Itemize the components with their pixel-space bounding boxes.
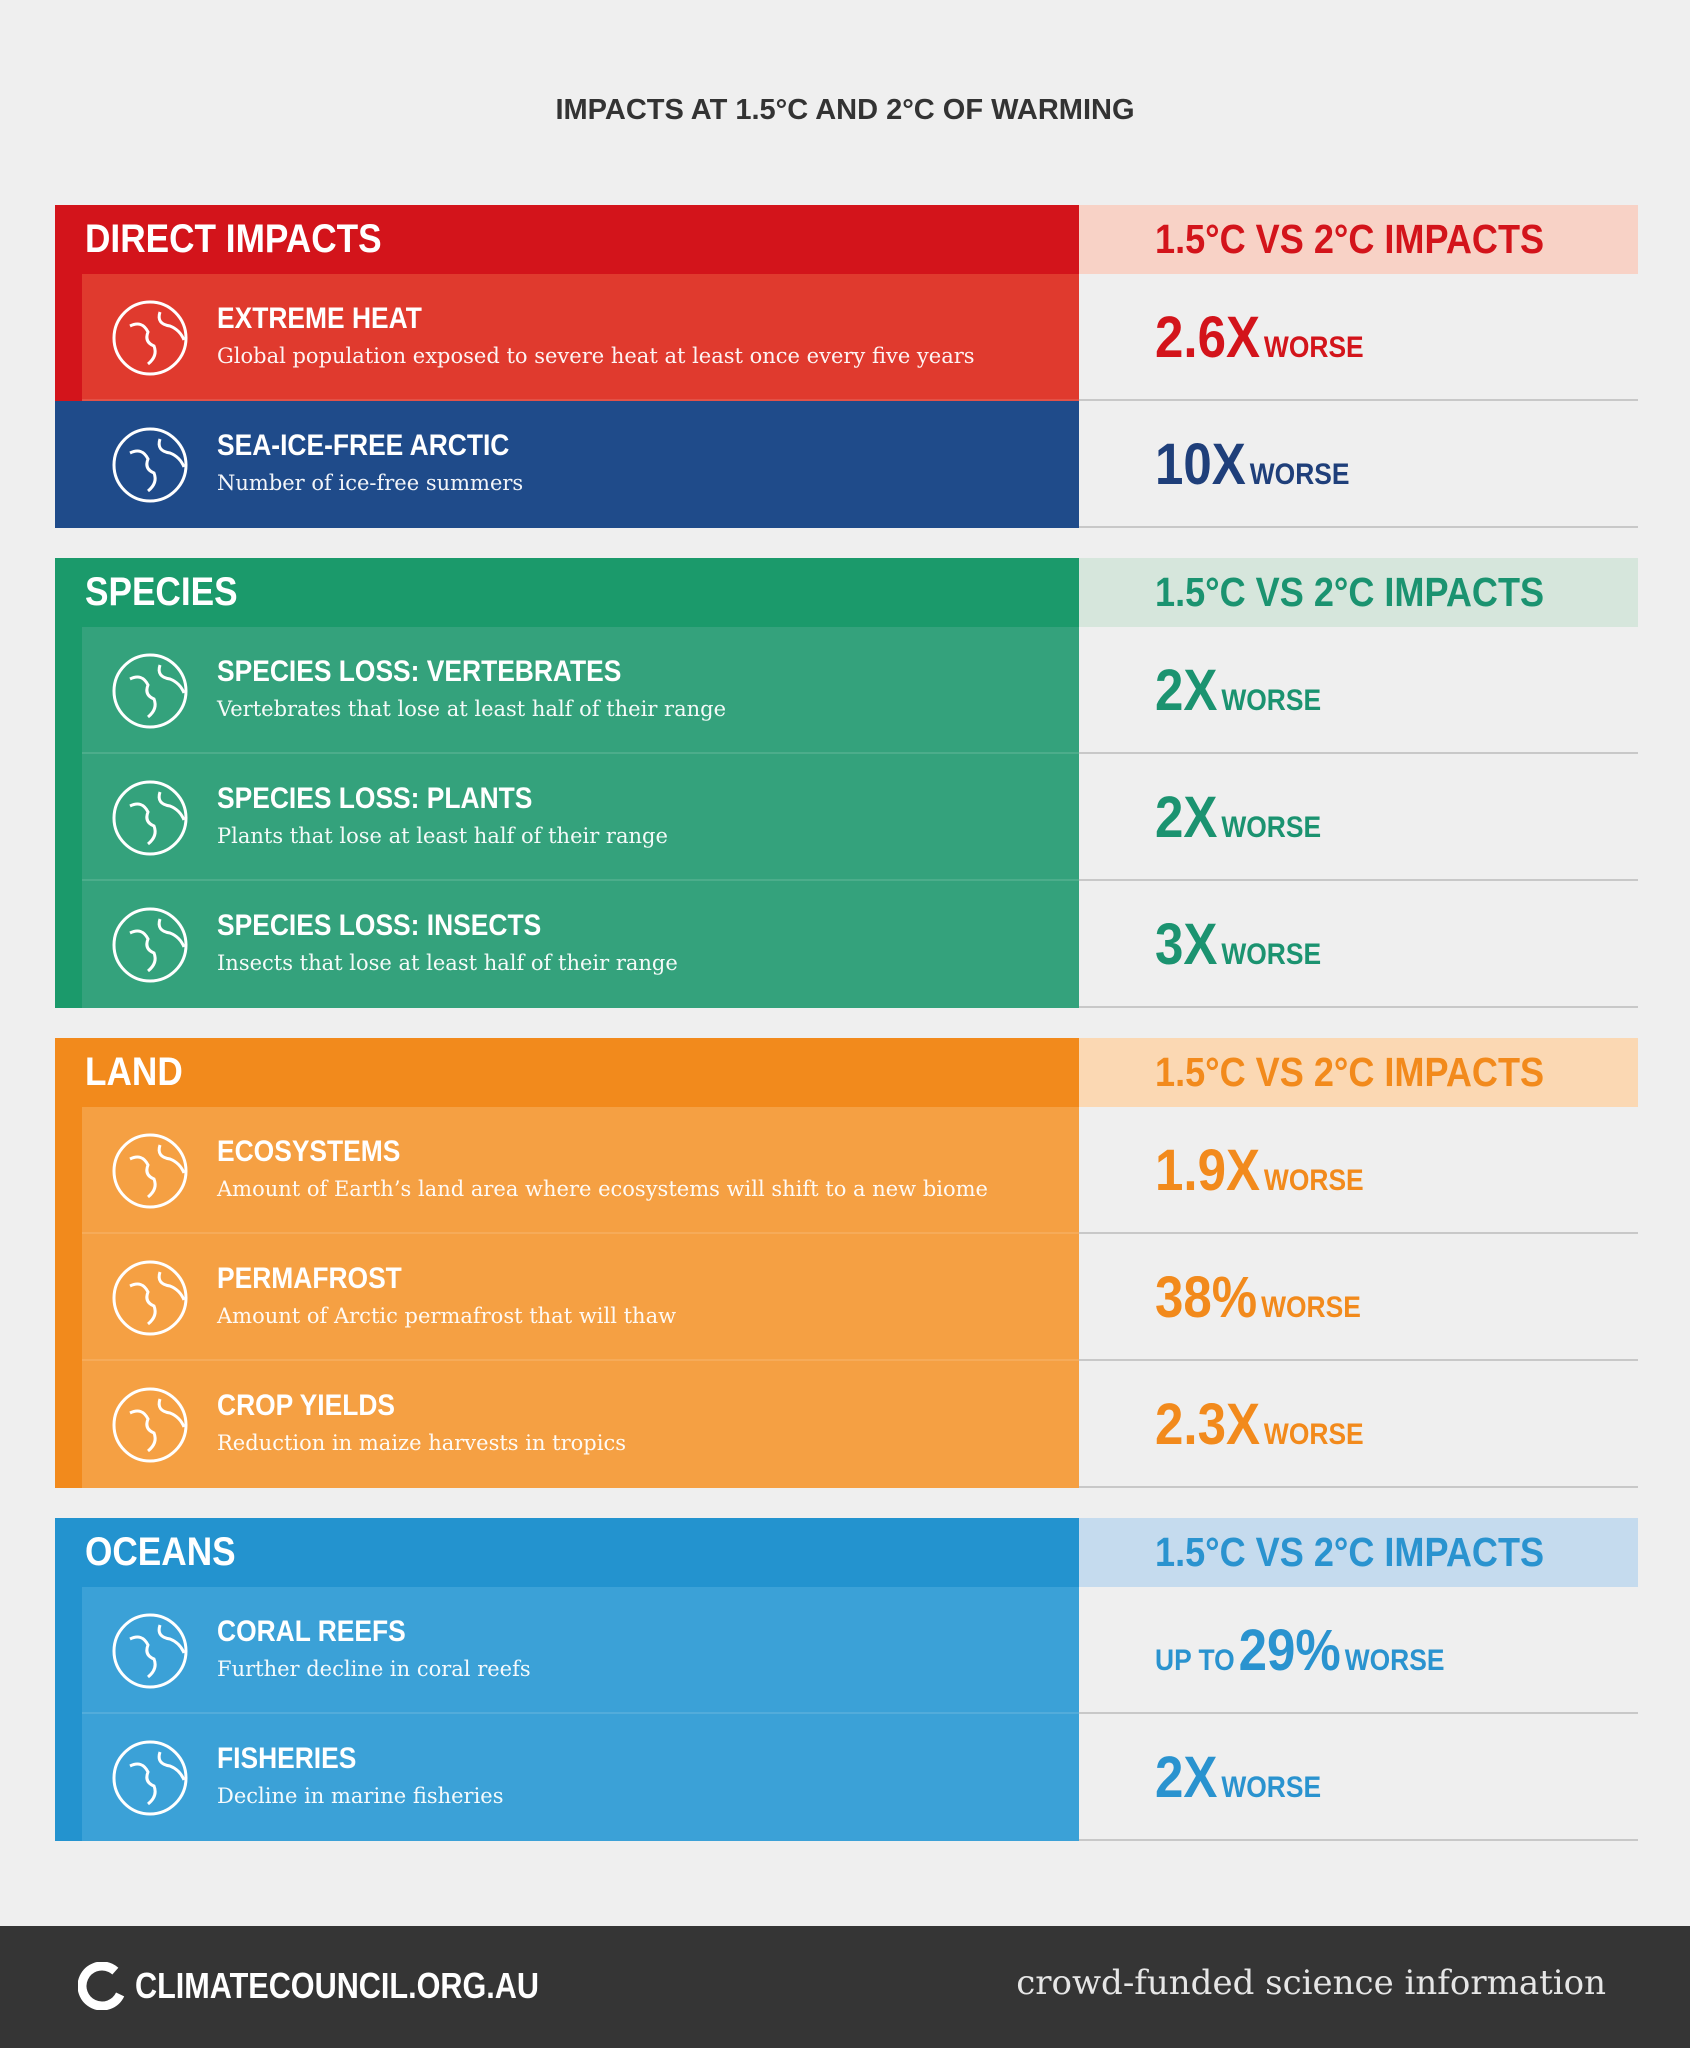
row-panel [82,401,1079,528]
row-panel [82,754,1079,881]
footer [0,1926,1690,2048]
row-description: Number of ice-free summers [217,471,524,495]
row-value: 2.3X WORSE [1155,1391,1364,1458]
value-number: 2X [1155,785,1218,850]
row-title: ECOSYSTEMS [217,1135,401,1168]
row-panel [82,1587,1079,1714]
value-number: 2.6X [1155,305,1261,370]
row-title: SEA-ICE-FREE ARCTIC [217,429,510,462]
row-description: Plants that lose at least half of their … [217,824,668,848]
row-icon [112,1133,188,1208]
row-panel [82,1361,1079,1488]
value-number: 2X [1155,658,1218,723]
section-title: DIRECT IMPACTS [85,217,382,261]
value-suffix: WORSE [1263,1418,1364,1451]
section-title: OCEANS [85,1530,236,1574]
row-separator [1079,526,1638,528]
row-value: 10X WORSE [1155,431,1349,498]
row-icon [112,1613,188,1688]
row-icon [112,300,188,375]
row-description: Further decline in coral reefs [217,1657,531,1681]
row-icon [112,780,188,855]
row-description: Amount of Arctic permafrost that will th… [217,1304,677,1328]
value-number: 2X [1155,1745,1218,1810]
value-number: 38% [1155,1265,1258,1330]
value-number: 10X [1155,432,1246,497]
value-suffix: WORSE [1344,1644,1445,1677]
section-title: SPECIES [85,570,238,614]
row-separator [1079,1232,1638,1234]
row-separator [1079,879,1638,881]
row-title: CORAL REEFS [217,1615,406,1648]
row-description: Global population exposed to severe heat… [217,344,975,368]
compare-heading: 1.5°C VS 2°C IMPACTS [1155,1529,1545,1575]
row-description: Decline in marine fisheries [217,1784,504,1808]
row-panel [82,1234,1079,1361]
value-suffix: WORSE [1261,1291,1361,1324]
value-suffix: WORSE [1249,458,1350,491]
row-separator [1079,752,1638,754]
row-title: FISHERIES [217,1742,357,1775]
row-icon [112,653,188,728]
compare-heading: 1.5°C VS 2°C IMPACTS [1155,1049,1545,1095]
value-number: 2.3X [1155,1392,1261,1457]
value-suffix: WORSE [1221,811,1322,844]
row-separator [1079,1006,1638,1008]
row-panel [82,274,1079,401]
section-title: LAND [85,1050,183,1094]
row-description: Vertebrates that lose at least half of t… [217,697,726,721]
compare-header-bg [1079,1518,1638,1587]
row-separator [1079,1486,1638,1488]
row-icon [112,1387,188,1462]
value-suffix: WORSE [1221,684,1322,717]
row-value: 1.9X WORSE [1155,1137,1364,1204]
compare-heading: 1.5°C VS 2°C IMPACTS [1155,569,1545,615]
page-title: IMPACTS AT 1.5°C AND 2°C OF WARMING [555,94,1135,126]
row-icon [112,1740,188,1815]
compare-heading: 1.5°C VS 2°C IMPACTS [1155,216,1545,262]
row-description: Amount of Earth’s land area where ecosys… [217,1177,988,1201]
row-icon [112,427,188,502]
compare-header-bg [1079,1038,1638,1107]
row-value: 38% WORSE [1155,1264,1361,1331]
value-suffix: WORSE [1221,938,1322,971]
row-description: Insects that lose at least half of their… [217,951,678,975]
value-suffix: WORSE [1263,331,1364,364]
row-icon [112,1260,188,1335]
row-value: 2X WORSE [1155,657,1321,724]
row-separator [1079,399,1638,401]
row-separator [1079,1359,1638,1361]
value-number: 3X [1155,912,1218,977]
value-prefix: UP TO [1155,1644,1235,1677]
logo-text: CLIMATECOUNCIL.ORG.AU [135,1965,540,2006]
row-icon [112,907,188,982]
row-title: SPECIES LOSS: VERTEBRATES [217,655,622,688]
value-number: 29% [1238,1618,1341,1683]
row-description: Reduction in maize harvests in tropics [217,1431,626,1455]
value-suffix: WORSE [1221,1771,1322,1804]
tagline: crowd-funded science information [1016,1963,1606,2003]
row-panel [82,1714,1079,1841]
row-title: EXTREME HEAT [217,302,422,335]
row-value: 3X WORSE [1155,911,1321,978]
logo-icon [78,1962,126,2010]
row-panel [82,1107,1079,1234]
row-separator [1079,1839,1638,1841]
compare-header-bg [1079,558,1638,627]
value-suffix: WORSE [1263,1164,1364,1197]
row-title: CROP YIELDS [217,1389,396,1422]
row-title: SPECIES LOSS: INSECTS [217,909,542,942]
row-panel [82,627,1079,754]
row-value: UP TO 29% WORSE [1155,1617,1444,1684]
value-number: 1.9X [1155,1138,1261,1203]
row-separator [1079,1712,1638,1714]
row-title: SPECIES LOSS: PLANTS [217,782,533,815]
row-value: 2X WORSE [1155,1744,1321,1811]
row-panel [82,881,1079,1008]
row-value: 2X WORSE [1155,784,1321,851]
compare-header-bg [1079,205,1638,274]
row-value: 2.6X WORSE [1155,304,1364,371]
row-title: PERMAFROST [217,1262,402,1295]
